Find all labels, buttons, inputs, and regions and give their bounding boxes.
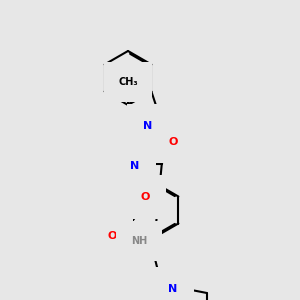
Text: N: N (143, 121, 153, 131)
Text: NH: NH (131, 236, 147, 246)
Text: O: O (168, 137, 178, 147)
Text: CH₃: CH₃ (118, 77, 138, 87)
Text: N: N (168, 284, 178, 294)
Text: N: N (130, 161, 139, 171)
Text: O: O (107, 231, 117, 241)
Text: O: O (140, 192, 150, 202)
